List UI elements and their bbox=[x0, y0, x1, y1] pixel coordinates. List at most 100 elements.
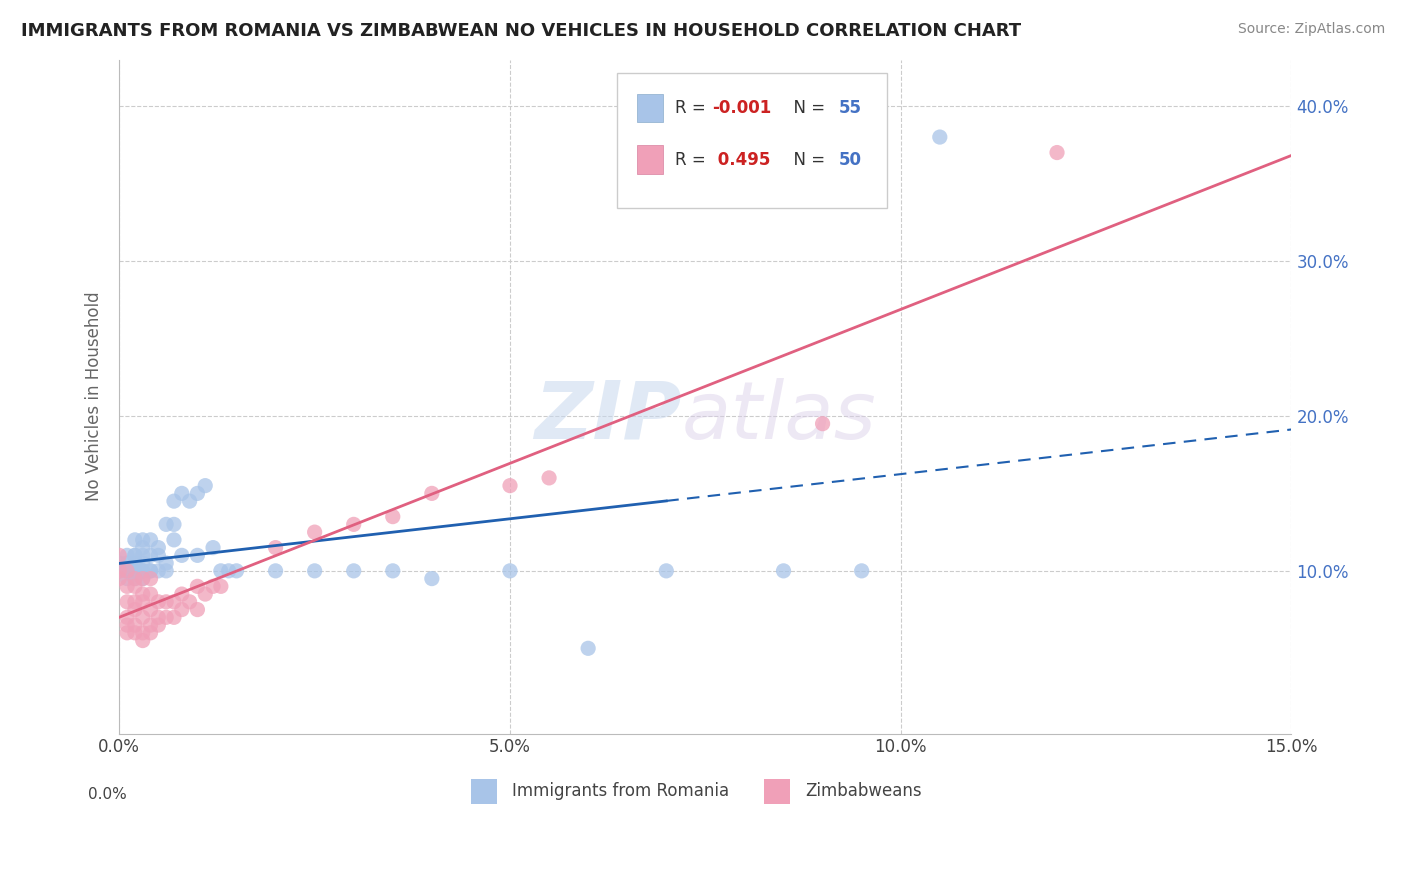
Text: Immigrants from Romania: Immigrants from Romania bbox=[512, 782, 730, 800]
Point bbox=[124, 579, 146, 593]
Point bbox=[155, 564, 177, 578]
Point bbox=[124, 602, 146, 616]
Point bbox=[264, 564, 287, 578]
Point bbox=[1046, 145, 1069, 160]
Point bbox=[108, 564, 131, 578]
Point bbox=[343, 564, 366, 578]
Point bbox=[343, 517, 366, 532]
Point bbox=[155, 595, 177, 609]
Point bbox=[186, 549, 208, 563]
Point bbox=[163, 533, 186, 547]
Point bbox=[170, 602, 193, 616]
Point bbox=[139, 564, 162, 578]
Point bbox=[304, 525, 326, 540]
Point bbox=[420, 486, 443, 500]
FancyBboxPatch shape bbox=[617, 73, 887, 208]
Point bbox=[108, 572, 131, 586]
Point bbox=[499, 478, 522, 492]
Point bbox=[124, 572, 146, 586]
Text: IMMIGRANTS FROM ROMANIA VS ZIMBABWEAN NO VEHICLES IN HOUSEHOLD CORRELATION CHART: IMMIGRANTS FROM ROMANIA VS ZIMBABWEAN NO… bbox=[21, 22, 1021, 40]
Point bbox=[115, 625, 138, 640]
Text: R =: R = bbox=[675, 99, 711, 117]
Point bbox=[124, 549, 146, 563]
Point bbox=[132, 587, 155, 601]
Point bbox=[148, 610, 170, 624]
Point bbox=[132, 564, 155, 578]
Point bbox=[124, 618, 146, 632]
Point bbox=[811, 417, 834, 431]
Point bbox=[115, 579, 138, 593]
Point bbox=[124, 564, 146, 578]
Point bbox=[108, 549, 131, 563]
Point bbox=[170, 549, 193, 563]
Point bbox=[115, 595, 138, 609]
Text: R =: R = bbox=[675, 151, 711, 169]
Text: Source: ZipAtlas.com: Source: ZipAtlas.com bbox=[1237, 22, 1385, 37]
Point bbox=[186, 602, 208, 616]
Point bbox=[115, 610, 138, 624]
Point bbox=[139, 625, 162, 640]
FancyBboxPatch shape bbox=[637, 94, 664, 122]
Point bbox=[139, 618, 162, 632]
Point bbox=[209, 579, 232, 593]
Point bbox=[124, 595, 146, 609]
Point bbox=[179, 494, 201, 508]
Point bbox=[115, 564, 138, 578]
FancyBboxPatch shape bbox=[471, 779, 496, 805]
Text: atlas: atlas bbox=[682, 378, 877, 456]
Point bbox=[194, 587, 217, 601]
Point bbox=[304, 564, 326, 578]
Point bbox=[115, 564, 138, 578]
Point bbox=[170, 486, 193, 500]
Point bbox=[115, 549, 138, 563]
Point bbox=[139, 533, 162, 547]
Point bbox=[139, 587, 162, 601]
Point bbox=[132, 564, 155, 578]
Point bbox=[538, 471, 561, 485]
Point bbox=[851, 564, 873, 578]
Text: N =: N = bbox=[783, 151, 830, 169]
Point bbox=[132, 595, 155, 609]
Point bbox=[124, 549, 146, 563]
Point bbox=[499, 564, 522, 578]
Point bbox=[772, 564, 794, 578]
Point bbox=[132, 633, 155, 648]
Text: N =: N = bbox=[783, 99, 830, 117]
Point bbox=[108, 556, 131, 570]
Text: 50: 50 bbox=[839, 151, 862, 169]
Point bbox=[186, 486, 208, 500]
Point bbox=[132, 549, 155, 563]
FancyBboxPatch shape bbox=[763, 779, 790, 805]
Point bbox=[155, 556, 177, 570]
Point bbox=[115, 556, 138, 570]
Point bbox=[225, 564, 247, 578]
Point bbox=[124, 556, 146, 570]
Point bbox=[132, 572, 155, 586]
Point bbox=[163, 517, 186, 532]
Text: 55: 55 bbox=[839, 99, 862, 117]
Point bbox=[186, 579, 208, 593]
Point bbox=[132, 572, 155, 586]
Text: Zimbabweans: Zimbabweans bbox=[806, 782, 921, 800]
Point bbox=[420, 572, 443, 586]
Point bbox=[124, 564, 146, 578]
Point bbox=[148, 564, 170, 578]
Point bbox=[132, 541, 155, 555]
Point bbox=[170, 587, 193, 601]
Point bbox=[576, 641, 599, 656]
Point bbox=[264, 541, 287, 555]
Point bbox=[194, 478, 217, 492]
Point bbox=[139, 564, 162, 578]
Point bbox=[124, 533, 146, 547]
Point bbox=[381, 509, 404, 524]
Point bbox=[124, 572, 146, 586]
Point bbox=[132, 556, 155, 570]
Point bbox=[115, 572, 138, 586]
Point bbox=[148, 541, 170, 555]
Point bbox=[218, 564, 240, 578]
Point bbox=[163, 595, 186, 609]
Point bbox=[179, 595, 201, 609]
Text: 0.495: 0.495 bbox=[713, 151, 770, 169]
Point bbox=[139, 549, 162, 563]
Point bbox=[155, 610, 177, 624]
